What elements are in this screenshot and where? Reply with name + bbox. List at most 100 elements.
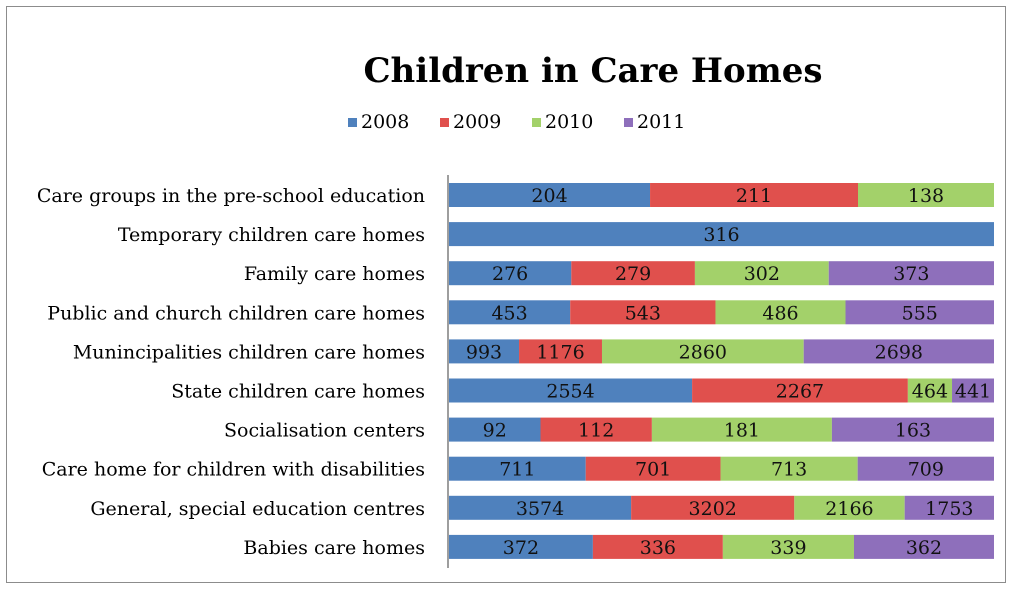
bar-segment-2008 — [449, 495, 632, 520]
category-labels: Care groups in the pre-school education T… — [37, 185, 425, 559]
legend-item-2011: 2011 — [624, 111, 685, 133]
bar-row: 316 — [449, 222, 994, 247]
bar-segment-2008 — [449, 417, 541, 442]
chart-frame: Children in Care Homes 2008 2009 2010 2011 … — [6, 6, 1006, 583]
bar-segment-2009 — [571, 261, 695, 286]
data-label: 1176 — [536, 341, 584, 363]
legend-label: 2011 — [637, 111, 685, 133]
data-label: 336 — [640, 537, 676, 559]
bar-segment-2008 — [449, 456, 586, 481]
legend-swatch — [348, 118, 357, 127]
data-label: 211 — [736, 185, 772, 207]
bar-segment-2010 — [857, 183, 994, 207]
legend-item-2009: 2009 — [440, 111, 501, 133]
data-label: 486 — [762, 302, 798, 324]
legend-label: 2009 — [453, 111, 501, 133]
data-label: 279 — [615, 263, 651, 285]
data-label: 372 — [503, 537, 539, 559]
bar-row: 453 543 486 555 — [449, 300, 994, 325]
bar-segment-2011 — [857, 456, 994, 481]
bar-row: 993 1176 2860 2698 — [449, 339, 994, 364]
data-label: 2554 — [546, 381, 594, 403]
bar-segment-2010 — [601, 339, 804, 364]
bar-segment-2010 — [720, 456, 858, 481]
bar-segment-2010 — [694, 261, 829, 286]
bar-row: 204 211 138 — [449, 183, 994, 207]
bar-segment-2009 — [592, 534, 723, 559]
data-label: 302 — [744, 263, 780, 285]
data-label: 316 — [703, 224, 739, 246]
data-label: 138 — [908, 185, 944, 207]
category-label: Temporary children care homes — [118, 224, 425, 246]
data-label: 2166 — [825, 498, 873, 520]
chart-title: Children in Care Homes — [364, 51, 823, 91]
bar-segment-2011 — [845, 300, 994, 325]
data-label: 362 — [906, 537, 942, 559]
data-label: 2860 — [679, 341, 727, 363]
bar-segment-2011 — [853, 534, 994, 559]
bar-segment-2009 — [540, 417, 652, 442]
data-label: 713 — [771, 459, 807, 481]
bar-segment-2011 — [952, 378, 994, 403]
data-label: 3574 — [516, 498, 564, 520]
bar-segment-2011 — [904, 495, 994, 520]
legend-swatch — [624, 118, 633, 127]
bar-row: 3574 3202 2166 1753 — [449, 495, 994, 520]
data-label: 711 — [499, 459, 535, 481]
data-label: 453 — [491, 302, 527, 324]
category-label: State children care homes — [171, 381, 425, 403]
data-label: 276 — [492, 263, 528, 285]
data-label: 1753 — [925, 498, 973, 520]
data-label: 464 — [912, 381, 948, 403]
bar-segment-2011 — [803, 339, 994, 364]
legend-swatch — [532, 118, 541, 127]
data-label: 2698 — [875, 341, 923, 363]
category-label: Munincipalities children care homes — [73, 341, 425, 363]
bar-segment-2008 — [449, 261, 572, 286]
data-label: 2267 — [776, 381, 824, 403]
bar-segment-2008 — [449, 300, 571, 325]
bar-row: 711 701 713 709 — [449, 456, 994, 481]
legend-item-2008: 2008 — [348, 111, 409, 133]
legend-label: 2008 — [361, 111, 409, 133]
bar-row: 372 336 339 362 — [449, 534, 994, 559]
bar-segment-2011 — [828, 261, 994, 286]
data-label: 709 — [908, 459, 944, 481]
data-label: 112 — [578, 420, 614, 442]
legend-label: 2010 — [545, 111, 593, 133]
legend: 2008 2009 2010 2011 — [348, 111, 685, 133]
bar-segment-2009 — [650, 183, 858, 207]
data-label: 701 — [635, 459, 671, 481]
bar-row: 276 279 302 373 — [449, 261, 994, 286]
bar-segment-2008 — [449, 339, 520, 364]
bar-row: 92 112 181 163 — [449, 417, 994, 442]
data-label: 441 — [955, 381, 991, 403]
bar-segment-2010 — [794, 495, 905, 520]
bar-segment-2010 — [907, 378, 953, 403]
category-label: Care groups in the pre-school education — [37, 185, 425, 207]
data-label: 3202 — [689, 498, 737, 520]
bar-segment-2008 — [449, 222, 994, 247]
data-label: 373 — [893, 263, 929, 285]
category-label: General, special education centres — [90, 498, 425, 520]
category-label: Public and church children care homes — [47, 302, 425, 324]
bars: 204 211 138 316 276 279 302 373 453 543 486 555 993 1… — [449, 183, 994, 559]
bar-segment-2009 — [570, 300, 716, 325]
bar-row: 2554 2267 464 441 — [449, 378, 994, 403]
legend-item-2010: 2010 — [532, 111, 593, 133]
bar-segment-2009 — [519, 339, 602, 364]
bar-segment-2011 — [831, 417, 994, 442]
bar-segment-2010 — [722, 534, 854, 559]
bar-segment-2009 — [585, 456, 721, 481]
category-label: Socialisation centers — [224, 420, 425, 442]
data-label: 555 — [902, 302, 938, 324]
bar-segment-2009 — [631, 495, 795, 520]
data-label: 204 — [531, 185, 567, 207]
bar-segment-2009 — [692, 378, 908, 403]
legend-swatch — [440, 118, 449, 127]
category-label: Care home for children with disabilities — [42, 459, 425, 481]
bar-segment-2010 — [651, 417, 832, 442]
category-label: Babies care homes — [243, 537, 425, 559]
bar-segment-2008 — [449, 183, 651, 207]
data-label: 163 — [895, 420, 931, 442]
